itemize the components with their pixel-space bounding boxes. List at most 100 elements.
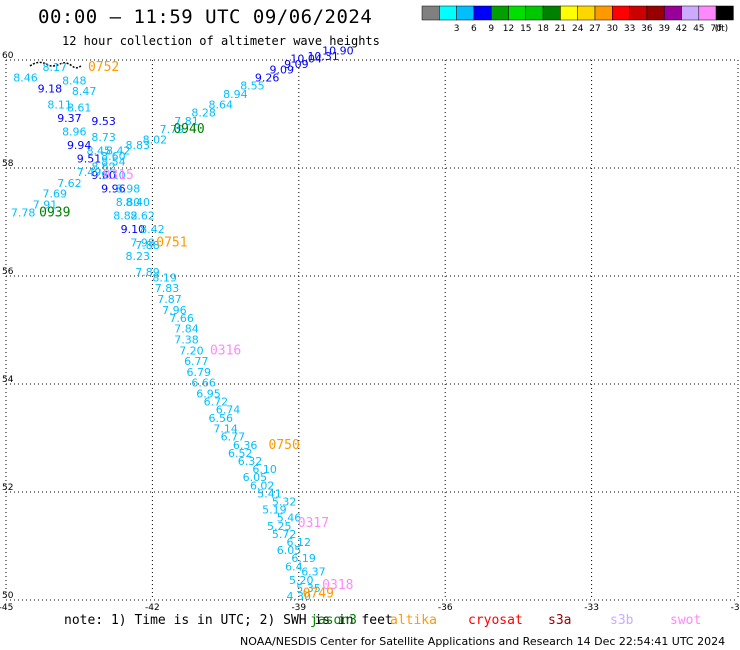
colorbar-swatch: [715, 5, 734, 21]
colorbar-tick-label: 36: [641, 24, 653, 34]
pass-time-label: 0752: [88, 60, 119, 75]
lat-tick-label: 52: [2, 483, 13, 493]
pass-time-label: 0750: [269, 438, 300, 453]
wave-height-value: 7.96: [162, 304, 187, 317]
mission-legend-item: s3a: [548, 613, 572, 628]
wave-height-value: 8.19: [152, 271, 177, 284]
pass-time-label: 0317: [298, 516, 329, 531]
wave-height-value: 7.69: [43, 188, 68, 201]
wave-height-value: 7.14: [213, 423, 238, 436]
wave-height-value: 9.10: [121, 223, 146, 236]
pass-time-label: 0318: [322, 578, 353, 593]
wave-height-value: 5.72: [272, 528, 297, 541]
wave-height-value: 4.30: [287, 590, 312, 603]
wave-height-value: 8.42: [106, 145, 131, 158]
wave-height-value: 8.96: [62, 126, 87, 139]
mission-legend-item: cryosat: [468, 613, 523, 628]
wave-height-value: 5.19: [262, 504, 287, 517]
mission-legend-item: swot: [670, 613, 702, 628]
wave-height-value: 6.05: [243, 471, 268, 484]
colorbar-tick-label: 33: [624, 24, 635, 34]
lat-tick-label: 54: [2, 375, 14, 385]
wave-height-value: 9.26: [255, 72, 280, 85]
page-title: 00:00 – 11:59 UTC 09/06/2024: [38, 6, 373, 28]
pass-time-label: 0316: [210, 343, 241, 358]
wave-height-value: 9.37: [57, 112, 82, 125]
wave-height-value: 8.62: [91, 161, 116, 174]
wave-height-value: 6.79: [187, 366, 212, 379]
lon-tick-label: -42: [145, 603, 160, 613]
wave-height-value: 6.10: [252, 463, 277, 476]
wave-height-value: 7.78: [11, 207, 36, 220]
colorbar-unit: (ft): [715, 24, 729, 34]
colorbar-tick-label: 9: [488, 24, 494, 34]
wave-height-value: 6.74: [216, 404, 241, 417]
wave-height-value: 8.80: [116, 196, 141, 209]
wave-height-value: 8.73: [91, 131, 116, 144]
wave-height-value: 8.62: [130, 209, 155, 222]
wave-height-value: 7.89: [135, 266, 160, 279]
colorbar-tick-label: 3: [454, 24, 460, 34]
colorbar-tick-label: 18: [537, 24, 549, 34]
wave-height-value: 7.84: [174, 323, 199, 336]
lat-tick-label: 60: [2, 51, 14, 61]
colorbar-tick-label: 27: [589, 24, 600, 34]
lat-tick-label: 58: [2, 159, 14, 169]
wave-height-value: 8.46: [13, 72, 38, 85]
wave-height-value: 6.37: [301, 566, 326, 579]
wave-height-value: 5.46: [277, 512, 302, 525]
colorbar-tick-label: 6: [471, 24, 477, 34]
wave-height-value: 8.17: [43, 61, 68, 74]
colorbar-tick-label: 30: [607, 24, 619, 34]
wave-height-value: 6.36: [233, 439, 258, 452]
wave-height-value: 6.02: [250, 479, 275, 492]
wave-height-value: 5.41: [257, 487, 282, 500]
wave-height-value: 6.56: [208, 412, 233, 425]
lon-tick-label: -39: [291, 603, 306, 613]
colorbar-tick-label: 12: [503, 24, 514, 34]
wave-height-value: 7.20: [179, 344, 204, 357]
pass-time-label: 0315: [103, 168, 134, 183]
wave-height-value: 9.18: [38, 82, 63, 95]
wave-height-value: 6.95: [196, 388, 221, 401]
wave-height-value: 5.20: [289, 574, 314, 587]
lon-tick-label: -36: [438, 603, 453, 613]
wave-height-value: 6.77: [184, 355, 209, 368]
wave-height-value: 6.19: [291, 552, 316, 565]
colorbar-tick-label: 42: [676, 24, 687, 34]
mission-legend-item: s3b: [610, 613, 634, 628]
wave-height-value: 6.05: [277, 544, 302, 557]
colorbar-tick-label: 24: [572, 24, 584, 34]
wave-height-value: 10.04: [290, 53, 322, 66]
wave-height-value: 8.42: [140, 223, 165, 236]
wave-height-value: 10.31: [307, 50, 339, 63]
wave-height-value: 6.72: [204, 396, 229, 409]
wave-height-value: 8.23: [126, 250, 151, 263]
wave-height-value: 5.35: [296, 582, 321, 595]
wave-height-value: 8.94: [223, 88, 248, 101]
coastline: [29, 61, 83, 69]
wave-height-value: 9.51: [77, 153, 102, 166]
lat-tick-label: 56: [2, 267, 14, 277]
lat-tick-label: 50: [2, 591, 14, 601]
wave-height-value: 7.49: [77, 166, 102, 179]
pass-time-label: 0940: [173, 122, 204, 137]
wave-height-value: 6.77: [221, 431, 246, 444]
colorbar-tick-label: 15: [520, 24, 531, 34]
wave-height-value: 7.98: [130, 236, 155, 249]
pass-time-label: 0751: [156, 235, 187, 250]
wave-height-value: 6.52: [228, 447, 253, 460]
wave-height-value: 8.11: [47, 99, 72, 112]
mission-legend-item: jason3: [310, 613, 357, 628]
wave-height-value: 9.09: [284, 58, 309, 71]
wave-height-value: 8.55: [240, 80, 265, 93]
colorbar-tick-label: 21: [555, 24, 566, 34]
wave-height-value: 7.38: [174, 334, 199, 347]
wave-height-value: 9.96: [101, 182, 126, 195]
credit-line: NOAA/NESDIS Center for Satellite Applica…: [240, 635, 726, 648]
colorbar-tick-label: 39: [658, 24, 670, 34]
wave-height-value: 6.66: [191, 377, 216, 390]
wave-height-value: 7.83: [155, 282, 180, 295]
mission-legend-item: altika: [390, 613, 437, 628]
wave-height-value: 9.53: [91, 115, 116, 128]
